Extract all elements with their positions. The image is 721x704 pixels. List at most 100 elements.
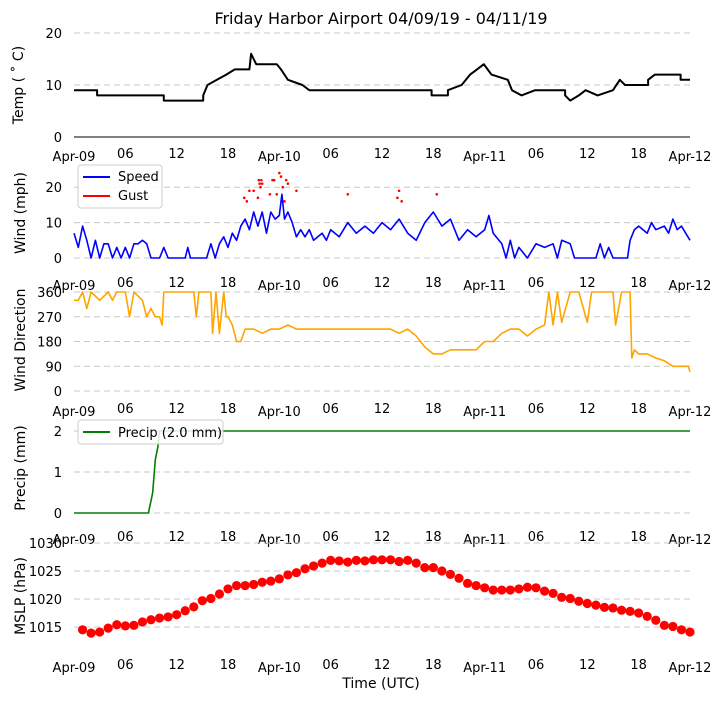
precip-ytick-label: 0 bbox=[54, 507, 62, 522]
mslp-point bbox=[471, 580, 481, 591]
mslp-xtick-label: 18 bbox=[630, 658, 647, 673]
wind-ytick-label: 20 bbox=[45, 181, 62, 196]
precip-xtick-label: Apr-12 bbox=[669, 533, 712, 548]
mslp-point bbox=[651, 615, 661, 625]
direction-xtick-label: 06 bbox=[117, 402, 134, 417]
temp-xtick-label: 12 bbox=[374, 147, 391, 162]
precip-ylabel: Precip (mm) bbox=[13, 425, 29, 510]
mslp-point bbox=[317, 558, 327, 568]
temp-ytick-label: 20 bbox=[45, 27, 62, 42]
temp-xtick-label: 12 bbox=[168, 147, 185, 162]
direction-series-line bbox=[74, 291, 691, 373]
gust-point bbox=[242, 196, 246, 200]
mslp-point bbox=[197, 596, 207, 606]
precip-xtick-label: 06 bbox=[117, 530, 134, 545]
mslp-point bbox=[95, 627, 105, 637]
gust-point bbox=[248, 189, 251, 193]
direction-ytick-label: 360 bbox=[37, 286, 62, 301]
mslp-point bbox=[180, 606, 190, 616]
precip-xtick-label: Apr-10 bbox=[258, 533, 301, 548]
mslp-point bbox=[214, 589, 225, 599]
direction-xtick-label: 12 bbox=[374, 402, 391, 417]
direction-xtick-label: Apr-12 bbox=[669, 405, 712, 420]
mslp-point bbox=[146, 615, 156, 625]
mslp-point bbox=[574, 596, 584, 606]
gust-point bbox=[278, 171, 281, 175]
gust-point bbox=[245, 200, 249, 203]
mslp-point bbox=[539, 586, 550, 596]
gust-point bbox=[257, 178, 261, 182]
mslp-point bbox=[274, 574, 284, 584]
mslp-point bbox=[172, 610, 182, 620]
direction-xtick-label: 18 bbox=[220, 402, 237, 417]
gust-point bbox=[279, 175, 283, 178]
temp-xtick-label: Apr-10 bbox=[258, 150, 301, 165]
mslp-point bbox=[300, 564, 310, 574]
mslp-point bbox=[608, 603, 618, 613]
mslp-point bbox=[137, 617, 148, 627]
mslp-xtick-label: Apr-09 bbox=[53, 661, 96, 676]
mslp-xtick-label: 06 bbox=[322, 658, 339, 673]
direction-ytick-label: 90 bbox=[45, 360, 62, 375]
mslp-xtick-label: 12 bbox=[168, 658, 185, 673]
mslp-ytick-label: 1030 bbox=[29, 537, 62, 552]
mslp-point bbox=[497, 585, 507, 595]
temp-xtick-label: 18 bbox=[425, 147, 442, 162]
mslp-point bbox=[668, 621, 678, 632]
mslp-point bbox=[454, 573, 464, 583]
gust-point bbox=[259, 185, 262, 189]
mslp-xtick-label: Apr-12 bbox=[669, 661, 712, 676]
mslp-point bbox=[505, 585, 515, 595]
mslp-point bbox=[103, 623, 113, 633]
mslp-point bbox=[659, 620, 669, 630]
direction-xtick-label: 12 bbox=[168, 402, 185, 417]
mslp-point bbox=[634, 608, 644, 618]
x-axis-label: Time (UTC) bbox=[341, 676, 419, 692]
mslp-point bbox=[308, 561, 319, 571]
temp-xtick-label: 18 bbox=[220, 147, 237, 162]
legend-gust-label: Gust bbox=[118, 189, 148, 204]
mslp-point bbox=[283, 570, 293, 580]
mslp-point bbox=[206, 593, 216, 604]
gust-point bbox=[272, 178, 276, 182]
temp-xtick-label: 12 bbox=[579, 147, 596, 162]
precip-xtick-label: 18 bbox=[630, 530, 647, 545]
gust-point bbox=[281, 185, 285, 189]
mslp-point bbox=[163, 612, 173, 622]
wind-ylabel: Wind (mph) bbox=[13, 172, 29, 254]
mslp-point bbox=[616, 605, 627, 615]
legend-speed-label: Speed bbox=[118, 170, 159, 185]
direction-xtick-label: 12 bbox=[579, 402, 596, 417]
precip-xtick-label: 06 bbox=[322, 530, 339, 545]
mslp-point bbox=[480, 583, 490, 593]
mslp-point bbox=[445, 569, 456, 579]
gust-point bbox=[283, 200, 286, 203]
mslp-point bbox=[343, 557, 353, 567]
mslp-point bbox=[77, 625, 88, 635]
chart-title: Friday Harbor Airport 04/09/19 - 04/11/1… bbox=[214, 9, 547, 28]
direction-xtick-label: 06 bbox=[528, 402, 545, 417]
direction-ytick-label: 180 bbox=[37, 336, 62, 351]
mslp-point bbox=[231, 580, 242, 591]
mslp-point bbox=[368, 555, 379, 565]
mslp-point bbox=[377, 555, 387, 565]
mslp-point bbox=[112, 620, 122, 630]
gust-point bbox=[258, 182, 261, 185]
mslp-point bbox=[531, 583, 541, 593]
wind-xtick-label: Apr-10 bbox=[258, 279, 301, 294]
mslp-point bbox=[625, 606, 635, 616]
mslp-point bbox=[428, 563, 438, 573]
mslp-point bbox=[514, 584, 524, 594]
temp-xtick-label: Apr-12 bbox=[669, 150, 712, 165]
wind-xtick-label: 06 bbox=[322, 276, 339, 291]
temp-xtick-label: 06 bbox=[528, 147, 545, 162]
mslp-point bbox=[676, 625, 687, 635]
gust-point bbox=[435, 192, 439, 196]
wind-xtick-label: Apr-09 bbox=[53, 279, 96, 294]
mslp-point bbox=[291, 568, 302, 578]
gust-point bbox=[284, 178, 288, 182]
gust-point bbox=[397, 189, 401, 193]
precip-xtick-label: 06 bbox=[528, 530, 545, 545]
mslp-point bbox=[249, 579, 259, 590]
